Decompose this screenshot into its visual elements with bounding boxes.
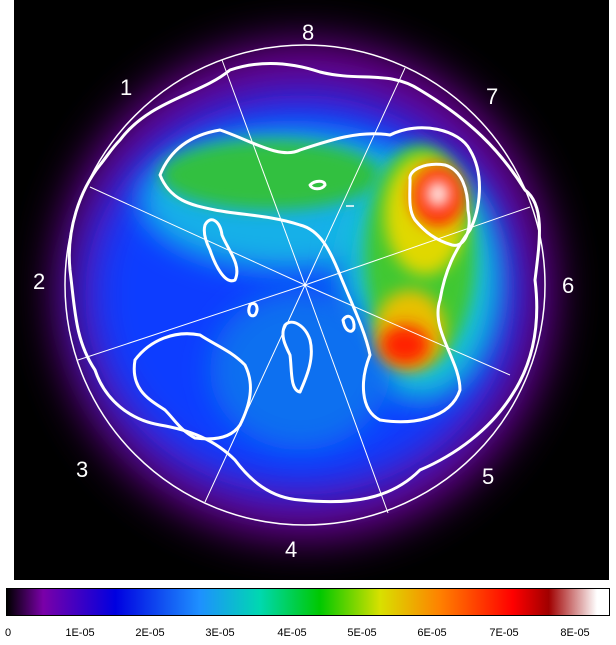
colorbar-tick-label: 5E-05 (347, 627, 377, 639)
colorbar (6, 588, 610, 616)
colorbar-tick-label: 2E-05 (135, 627, 165, 639)
sector-label-6: 6 (562, 273, 574, 298)
inner-contour-main (158, 126, 481, 424)
hotspot-contour (408, 162, 471, 247)
lower-left-contour (132, 332, 252, 441)
reference-circle (64, 44, 546, 526)
green-region-top (160, 140, 380, 210)
red-hotspot-lower (380, 325, 430, 365)
sector-label-1: 1 (120, 75, 132, 100)
sector-label-4: 4 (285, 537, 297, 562)
sector-label-5: 5 (482, 464, 494, 489)
small-contour-1 (308, 179, 327, 191)
colorbar-tick-label: 3E-05 (205, 627, 235, 639)
intensity-map: 1 2 3 4 5 6 7 8 (14, 0, 609, 580)
colorbar-tick-label: 0 (4, 627, 12, 639)
colorbar-tick-label: 8E-05 (560, 627, 590, 639)
small-contour-2 (202, 218, 239, 283)
contour-lines (67, 62, 541, 504)
small-contour-3 (247, 301, 259, 318)
cyan-region-lower (210, 290, 390, 450)
sector-label-3: 3 (76, 457, 88, 482)
white-peak (426, 180, 450, 208)
small-contour-5 (341, 314, 356, 333)
colorbar-tick-label: 1E-05 (65, 627, 95, 639)
sector-label-7: 7 (486, 84, 498, 109)
colorbar-tick-label: 7E-05 (489, 627, 519, 639)
small-contour-4 (281, 320, 313, 394)
colorbar-tick-label: 6E-05 (417, 627, 447, 639)
outer-contour (67, 62, 541, 504)
sector-label-2: 2 (33, 269, 45, 294)
sector-label-8: 8 (302, 20, 314, 45)
colorbar-tick-label: 4E-05 (277, 627, 307, 639)
